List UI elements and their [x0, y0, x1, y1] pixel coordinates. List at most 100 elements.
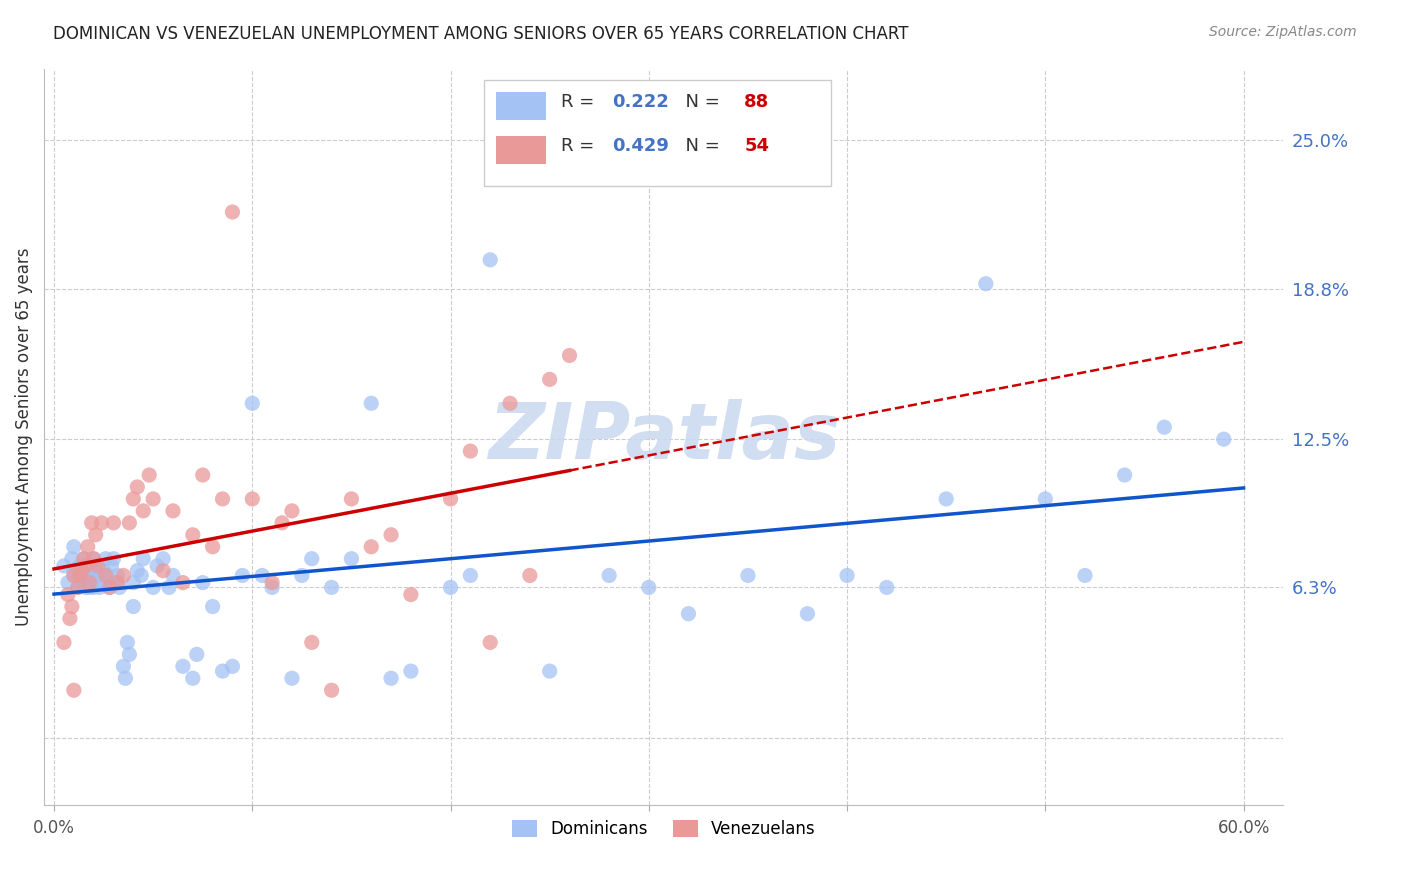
- Point: [181, 528, 204, 542]
- Point: [122, 599, 145, 614]
- Point: [152, 551, 174, 566]
- Point: [70, 575, 93, 590]
- Point: [75, 564, 97, 578]
- Point: [519, 568, 541, 582]
- Point: [117, 635, 139, 649]
- Point: [340, 551, 363, 566]
- Point: [112, 568, 135, 582]
- Point: [83, 551, 105, 566]
- Point: [211, 491, 233, 506]
- Point: [380, 671, 402, 685]
- Point: [73, 568, 96, 582]
- Text: 54: 54: [744, 136, 769, 155]
- Point: [271, 516, 294, 530]
- Point: [75, 558, 97, 573]
- Point: [56, 575, 79, 590]
- Point: [84, 558, 107, 573]
- Point: [89, 581, 111, 595]
- Point: [162, 504, 184, 518]
- Point: [70, 564, 93, 578]
- Point: [737, 568, 759, 582]
- Point: [76, 540, 98, 554]
- Point: [70, 564, 93, 578]
- Point: [60, 599, 83, 614]
- FancyBboxPatch shape: [496, 136, 546, 164]
- Point: [221, 205, 243, 219]
- Point: [301, 551, 323, 566]
- Point: [118, 648, 141, 662]
- Point: [191, 575, 214, 590]
- Point: [162, 568, 184, 582]
- Point: [103, 516, 125, 530]
- Point: [63, 683, 86, 698]
- Point: [80, 564, 103, 578]
- FancyBboxPatch shape: [484, 79, 831, 186]
- Point: [75, 581, 97, 595]
- Point: [142, 581, 165, 595]
- Point: [340, 491, 363, 506]
- Point: [84, 564, 107, 578]
- Point: [460, 568, 482, 582]
- Point: [86, 568, 108, 582]
- Text: 88: 88: [744, 93, 769, 111]
- Point: [118, 516, 141, 530]
- Point: [240, 396, 263, 410]
- Point: [157, 581, 180, 595]
- Point: [479, 252, 502, 267]
- Point: [83, 551, 105, 566]
- Point: [538, 664, 561, 678]
- Point: [52, 635, 75, 649]
- Point: [1033, 491, 1056, 506]
- Point: [281, 504, 304, 518]
- Point: [172, 575, 194, 590]
- Point: [76, 575, 98, 590]
- Text: DOMINICAN VS VENEZUELAN UNEMPLOYMENT AMONG SENIORS OVER 65 YEARS CORRELATION CHA: DOMINICAN VS VENEZUELAN UNEMPLOYMENT AMO…: [53, 25, 908, 43]
- Point: [83, 581, 105, 595]
- Point: [321, 581, 343, 595]
- Point: [499, 396, 522, 410]
- Point: [73, 551, 96, 566]
- Text: ZIPatlas: ZIPatlas: [488, 399, 839, 475]
- Point: [108, 581, 131, 595]
- Point: [79, 568, 101, 582]
- Point: [291, 568, 314, 582]
- Point: [86, 558, 108, 573]
- Point: [79, 581, 101, 595]
- Point: [221, 659, 243, 673]
- Text: 0.429: 0.429: [612, 136, 668, 155]
- Point: [107, 575, 129, 590]
- Point: [63, 540, 86, 554]
- Point: [538, 372, 561, 386]
- Point: [1114, 468, 1136, 483]
- Point: [98, 581, 121, 595]
- Point: [360, 540, 382, 554]
- Point: [122, 491, 145, 506]
- Text: N =: N =: [673, 136, 725, 155]
- Point: [935, 491, 957, 506]
- Point: [1074, 568, 1097, 582]
- Text: N =: N =: [673, 93, 725, 111]
- Point: [1212, 432, 1234, 446]
- Point: [132, 504, 155, 518]
- Text: 0.222: 0.222: [612, 93, 668, 111]
- Point: [460, 444, 482, 458]
- Point: [100, 558, 122, 573]
- Point: [142, 491, 165, 506]
- Point: [63, 564, 86, 578]
- Point: [201, 540, 224, 554]
- Point: [59, 611, 82, 625]
- Point: [301, 635, 323, 649]
- Point: [637, 581, 659, 595]
- Point: [69, 558, 91, 573]
- Point: [114, 671, 136, 685]
- Point: [84, 528, 107, 542]
- Point: [107, 568, 129, 582]
- FancyBboxPatch shape: [496, 92, 546, 120]
- Point: [191, 468, 214, 483]
- Point: [63, 568, 86, 582]
- Point: [262, 581, 284, 595]
- Text: R =: R =: [561, 93, 600, 111]
- Point: [56, 588, 79, 602]
- Point: [138, 468, 160, 483]
- Point: [112, 659, 135, 673]
